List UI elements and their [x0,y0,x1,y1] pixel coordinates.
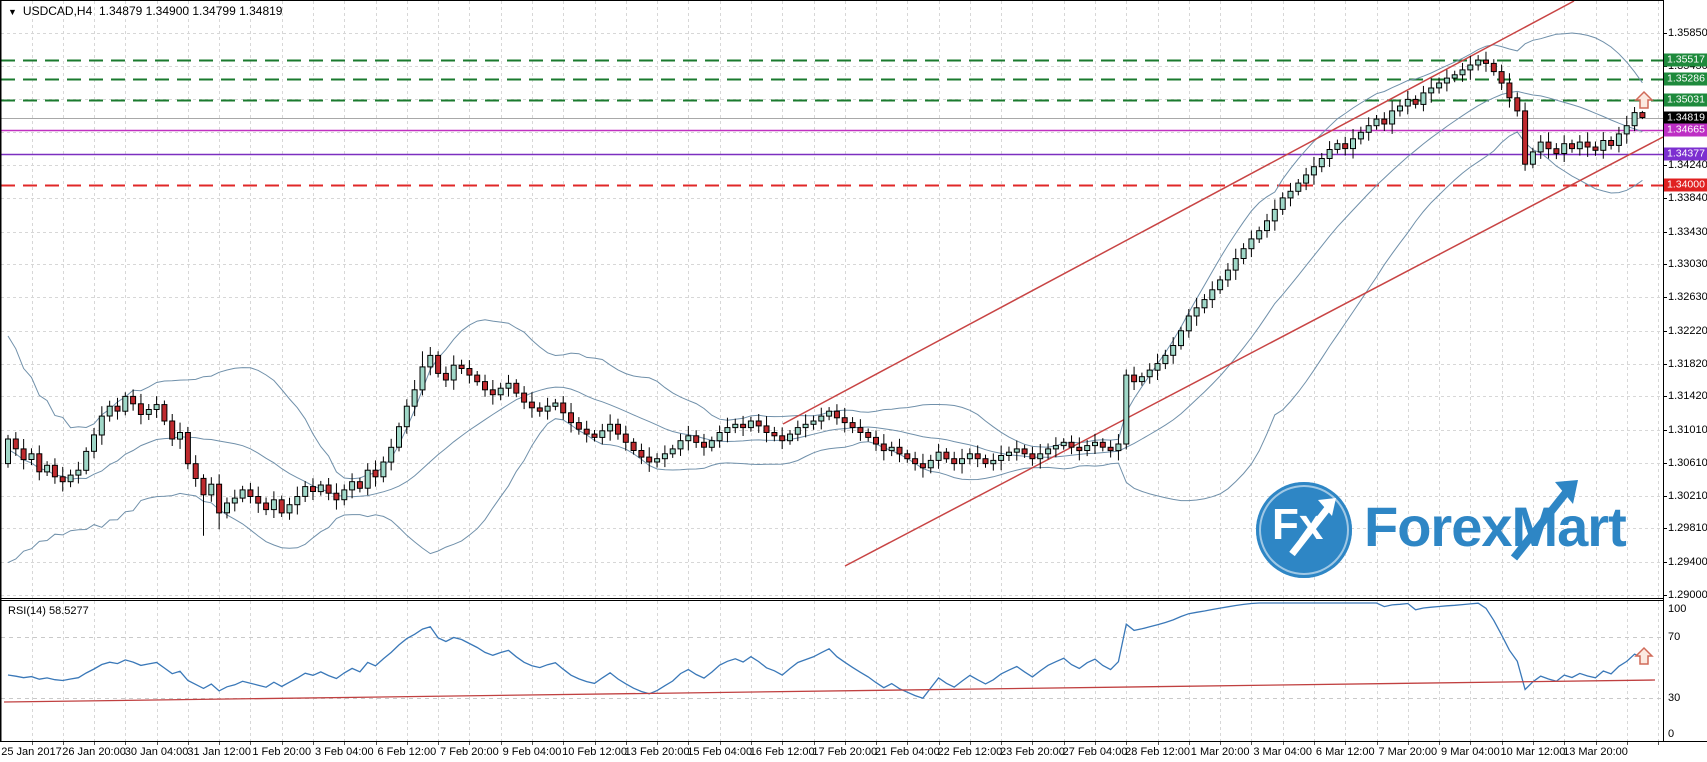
price-badge: 1.34665 [1664,123,1707,137]
rsi-tick-label: 0 [1668,728,1675,740]
price-badge: 1.35031 [1664,93,1707,107]
bollinger-lower [7,131,1643,564]
price-tick-label: 1.32220 [1668,324,1707,337]
rsi-tick-label: 70 [1668,631,1681,643]
rsi-line [7,602,1643,699]
date-tick-label: 3 Mar 04:00 [1253,746,1313,758]
price-tick-label: 1.33030 [1668,258,1707,271]
forexmart-watermark: Fx ForexMart [1256,480,1656,582]
date-tick-label: 25 Jan 2017 [1,746,62,758]
rsi-tick-label: 100 [1668,603,1687,615]
date-tick-label: 17 Feb 20:00 [812,746,878,758]
date-tick-label: 30 Jan 04:00 [124,746,189,758]
date-tick-label: 6 Mar 12:00 [1315,746,1375,758]
price-tick-label: 1.31010 [1668,424,1707,437]
date-tick-label: 26 Jan 20:00 [62,746,126,758]
price-tick-label: 1.31820 [1668,357,1707,370]
candles [5,51,1646,536]
date-tick-label: 6 Feb 12:00 [377,746,437,758]
date-tick-label: 23 Feb 20:00 [1000,746,1065,758]
date-tick-label: 21 Feb 04:00 [874,746,940,758]
chart-title: ▼ USDCAD,H4 1.34879 1.34900 1.34799 1.348… [8,4,282,18]
date-tick-label: 13 Mar 20:00 [1563,746,1628,758]
symbol-dropdown-icon[interactable]: ▼ [8,7,17,17]
symbol-period-label: USDCAD,H4 [22,4,93,18]
price-tick-label: 1.32630 [1668,291,1707,304]
logo-brand-text: ForexMart [1364,495,1627,558]
date-tick-label: 13 Feb 20:00 [624,746,690,758]
date-tick-label: 7 Mar 20:00 [1378,746,1438,758]
forexmart-logo-icon: Fx [1256,482,1352,578]
date-tick-label: 9 Feb 04:00 [502,746,562,758]
price-tick-label: 1.33430 [1668,225,1707,238]
date-tick-label: 7 Feb 20:00 [440,746,499,758]
rsi-tick-label: 30 [1668,692,1681,704]
trend-line [844,136,1664,567]
price-tick-label: 1.35850 [1668,27,1707,39]
price-tick-label: 1.29810 [1668,522,1707,535]
date-tick-label: 1 Feb 20:00 [252,746,312,758]
date-tick-label: 16 Feb 12:00 [749,746,815,758]
price-tick-label: 1.30610 [1668,456,1707,469]
date-tick-label: 15 Feb 04:00 [687,746,753,758]
bollinger-upper [7,32,1643,480]
price-badge: 1.34819 [1664,111,1707,125]
logo-arrow-icon [1289,498,1336,557]
trend-line [782,0,1575,425]
date-tick-label: 28 Feb 12:00 [1125,746,1190,758]
date-tick-label: 10 Feb 12:00 [562,746,627,758]
date-tick-label: 22 Feb 12:00 [937,746,1003,758]
date-tick-label: 9 Mar 04:00 [1441,746,1500,758]
date-tick-label: 3 Feb 04:00 [314,746,374,758]
date-tick-label: 31 Jan 12:00 [187,746,251,758]
price-tick-label: 1.34240 [1668,159,1707,172]
bollinger-middle [7,90,1643,498]
up-arrow-icon [1634,90,1654,109]
price-tick-label: 1.31420 [1668,390,1707,403]
date-tick-label: 1 Mar 20:00 [1190,746,1250,758]
price-badge: 1.34000 [1664,178,1707,192]
date-tick-label: 27 Feb 04:00 [1062,746,1128,758]
date-tick-label: 10 Mar 12:00 [1500,746,1566,758]
price-badge: 1.35286 [1664,72,1707,86]
rsi-indicator-label: RSI(14) 58.5277 [8,605,89,617]
price-badge: 1.35517 [1664,53,1707,67]
ohlc-quotes-label: 1.34879 1.34900 1.34799 1.34819 [98,4,283,18]
rsi-trendline [3,679,1656,703]
price-tick-label: 1.29000 [1668,588,1707,601]
price-tick-label: 1.29400 [1668,556,1707,569]
price-tick-label: 1.33840 [1668,191,1707,204]
logo-m-arrow-icon [1510,480,1578,561]
price-badge: 1.34377 [1664,147,1707,161]
up-arrow-icon [1634,646,1654,665]
price-tick-label: 1.30210 [1668,489,1707,502]
